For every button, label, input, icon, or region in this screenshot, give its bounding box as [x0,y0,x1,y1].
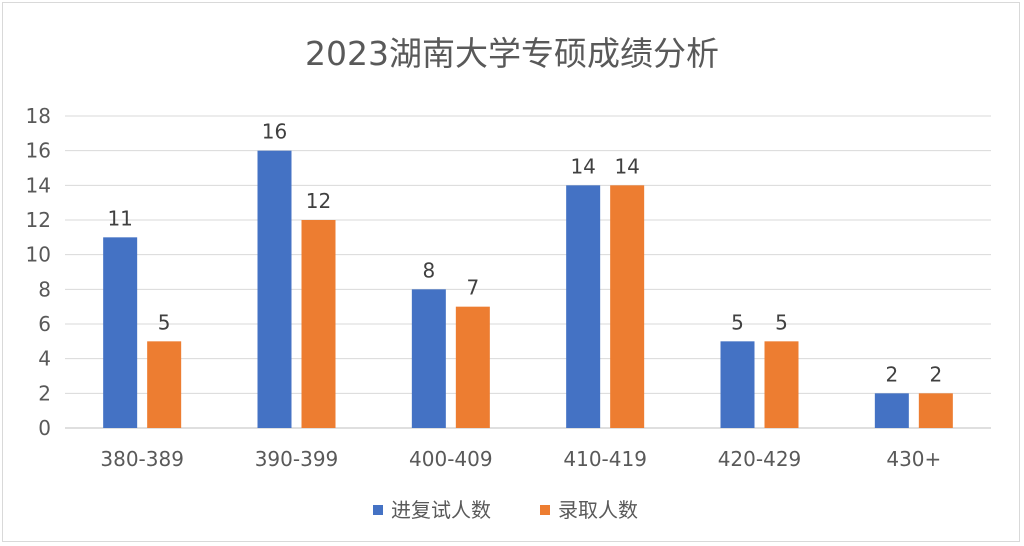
x-category-label: 430+ [886,447,941,471]
bar-admitted [455,306,490,428]
y-tick-label: 6 [38,312,51,336]
y-tick-label: 16 [26,139,51,163]
data-label: 5 [731,310,744,334]
bar-admitted [147,341,182,428]
data-label: 7 [466,276,479,300]
y-tick-label: 18 [26,104,51,128]
x-category-label: 420-429 [718,447,802,471]
bar-admitted [301,220,336,428]
data-label: 11 [107,206,132,230]
data-label: 5 [775,310,788,334]
legend-swatch [373,505,383,515]
y-axis-ticks: 0 2 4 6 8 10 12 14 16 18 [26,104,51,440]
data-label: 8 [422,258,435,282]
data-label: 14 [570,154,595,178]
bar-interview [874,393,909,428]
x-category-label: 390-399 [255,447,339,471]
x-category-label: 410-419 [563,447,647,471]
y-tick-label: 12 [26,208,51,232]
bar-admitted [764,341,799,428]
y-tick-label: 10 [26,243,51,267]
legend-label: 录取人数 [558,498,638,522]
data-label: 16 [262,120,287,144]
y-tick-label: 4 [38,347,51,371]
y-tick-label: 14 [26,173,51,197]
chart-title: 2023湖南大学专硕成绩分析 [305,34,719,73]
legend-label: 进复试人数 [391,498,491,522]
gridlines [65,115,991,429]
y-tick-label: 8 [38,277,51,301]
bar-admitted [610,185,645,428]
data-labels: 11 5 16 12 8 7 14 14 5 5 2 2 [107,120,942,387]
bars [103,150,953,428]
bar-interview [720,341,755,428]
legend-swatch [540,505,550,515]
data-label: 2 [885,362,898,386]
data-label: 14 [614,154,639,178]
bar-interview [257,150,292,428]
bar-interview [411,289,446,428]
x-category-label: 380-389 [100,447,184,471]
y-tick-label: 0 [38,416,51,440]
y-tick-label: 2 [38,381,51,405]
x-axis-categories: 380-389 390-399 400-409 410-419 420-429 430+ [100,447,941,471]
legend: 进复试人数 录取人数 [373,498,638,522]
data-label: 5 [158,310,171,334]
bar-admitted [918,393,953,428]
bar-interview [566,185,601,428]
bar-interview [103,237,138,428]
x-category-label: 400-409 [409,447,493,471]
data-label: 2 [929,362,942,386]
bar-chart: 2023湖南大学专硕成绩分析 11 5 16 12 8 7 14 14 5 5 2 2 0 2 4 6 8 10… [26,34,991,522]
data-label: 12 [306,189,331,213]
